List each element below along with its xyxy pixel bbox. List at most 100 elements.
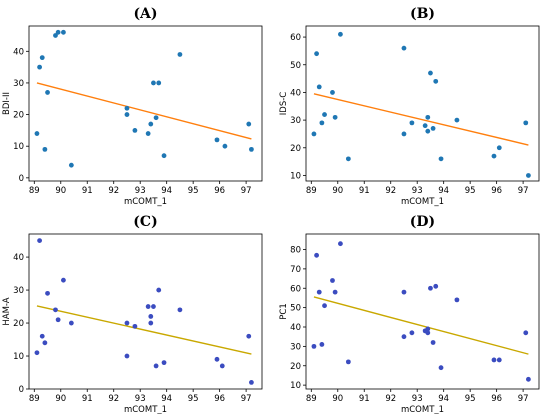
data-point (425, 330, 431, 336)
data-point (42, 340, 48, 346)
x-tick-label: 90 (332, 394, 343, 404)
panel-label: (B) (410, 6, 435, 22)
trend-line (36, 82, 252, 140)
x-tick-label: 97 (241, 186, 252, 196)
y-tick-label: 20 (290, 144, 301, 154)
data-point (153, 115, 159, 121)
chart-panel-1: (A) 89 90 91 92 93 94 95 96 97 0 10 20 30 40 mCOMT_1 BDI… (2, 6, 263, 207)
y-tick-label: 30 (290, 116, 301, 126)
y-tick-label: 20 (13, 319, 24, 329)
x-axis-label: mCOMT_1 (401, 197, 444, 207)
plot-frame (28, 25, 263, 182)
data-point (153, 363, 159, 369)
data-point (39, 333, 45, 339)
plot-frame (305, 233, 540, 390)
y-tick-label: 10 (290, 171, 301, 181)
x-tick-label: 94 (438, 186, 449, 196)
x-tick-label: 95 (188, 186, 199, 196)
data-point (219, 363, 225, 369)
x-tick-label: 96 (491, 186, 502, 196)
data-point (148, 121, 154, 127)
x-tick-label: 95 (465, 394, 476, 404)
y-tick-label: 40 (290, 323, 301, 333)
data-point (438, 365, 444, 371)
x-tick-label: 97 (241, 394, 252, 404)
y-tick-label: 60 (290, 33, 301, 43)
data-point (145, 304, 151, 309)
data-point (45, 90, 50, 95)
data-point (345, 156, 351, 162)
data-point (523, 120, 529, 126)
data-point (311, 131, 317, 137)
data-point (322, 112, 327, 117)
data-point (316, 289, 322, 295)
data-point (53, 307, 58, 313)
data-point (526, 376, 531, 382)
y-axis-label: BDI-II (2, 92, 12, 115)
panel-label: (C) (133, 214, 157, 230)
y-axis-label: HAM-A (2, 297, 12, 325)
y-tick-label: 30 (290, 342, 301, 352)
y-tick-label: 10 (13, 142, 24, 152)
data-point (214, 137, 220, 143)
data-point (496, 357, 502, 363)
data-point (124, 320, 130, 326)
x-tick-label: 96 (491, 394, 502, 404)
data-point (151, 304, 156, 309)
data-point (332, 114, 338, 120)
data-point (433, 78, 439, 84)
data-point (124, 112, 130, 117)
x-tick-label: 89 (29, 186, 40, 196)
data-point (401, 131, 407, 137)
data-point (55, 317, 61, 323)
data-point (314, 252, 319, 258)
data-point (34, 131, 40, 136)
data-point (322, 303, 327, 309)
data-point (454, 297, 460, 303)
data-point (430, 340, 436, 345)
x-tick-label: 97 (518, 394, 529, 404)
y-tick-label: 40 (13, 47, 24, 57)
data-point (401, 45, 407, 51)
data-point (338, 31, 343, 37)
x-tick-label: 97 (518, 186, 529, 196)
y-tick-label: 70 (290, 265, 301, 275)
x-tick-label: 94 (161, 186, 172, 196)
data-point (68, 162, 74, 168)
x-tick-label: 93 (135, 394, 146, 404)
y-tick-label: 40 (290, 88, 301, 98)
panel-label: (D) (410, 214, 435, 230)
x-tick-label: 91 (82, 394, 93, 404)
data-point (319, 342, 325, 347)
x-axis-label: mCOMT_1 (124, 405, 167, 414)
data-point (246, 121, 252, 127)
data-point (425, 114, 431, 120)
data-point (124, 105, 130, 111)
trend-line (313, 93, 529, 146)
data-point (311, 343, 317, 349)
x-tick-label: 90 (55, 186, 66, 196)
data-point (249, 380, 254, 385)
data-point (161, 153, 167, 159)
x-axis-label: mCOMT_1 (401, 405, 444, 414)
data-point (491, 357, 497, 363)
y-axis-label: PC1 (279, 303, 289, 319)
y-tick-label: 60 (290, 284, 301, 294)
y-tick-label: 0 (19, 385, 24, 395)
y-tick-label: 10 (290, 381, 301, 391)
x-tick-label: 95 (188, 394, 199, 404)
data-point (454, 117, 460, 123)
x-tick-label: 89 (306, 186, 317, 196)
data-point (37, 64, 42, 70)
data-point (401, 334, 407, 340)
data-point (42, 146, 48, 152)
x-tick-label: 92 (108, 186, 119, 196)
x-tick-label: 96 (214, 394, 225, 404)
data-point (249, 146, 254, 152)
data-point (156, 287, 162, 293)
data-point (425, 128, 431, 134)
x-tick-label: 90 (55, 394, 66, 404)
panel-label: (A) (133, 6, 157, 22)
trend-line (36, 305, 252, 355)
